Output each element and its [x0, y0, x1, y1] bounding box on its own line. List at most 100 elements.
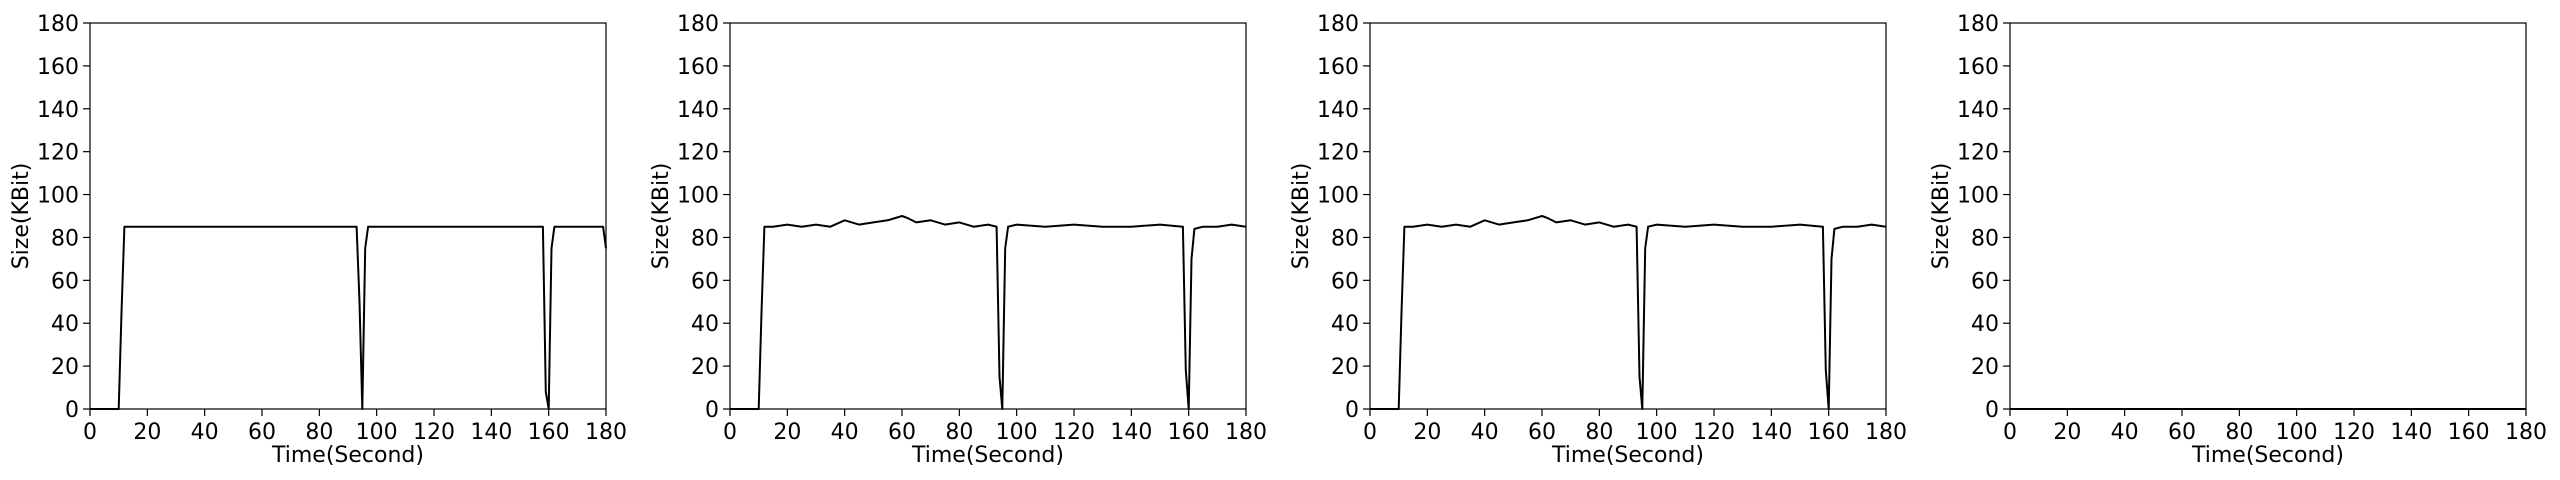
x-tick-label: 40: [2111, 420, 2139, 445]
series-line: [1370, 215, 1887, 410]
x-tick-label: 40: [831, 420, 859, 445]
x-tick-label: 0: [723, 420, 737, 445]
y-tick-label: 80: [51, 226, 79, 251]
x-tick-label: 80: [945, 420, 973, 445]
x-tick-label: 100: [1636, 420, 1678, 445]
x-tick-label: 120: [413, 420, 455, 445]
y-tick-label: 20: [691, 355, 719, 380]
y-tick-label: 0: [1345, 398, 1359, 423]
x-tick-label: 100: [2276, 420, 2318, 445]
y-tick-label: 100: [1957, 184, 1999, 209]
x-axis-label: Time(Second): [2191, 443, 2344, 468]
y-tick-label: 160: [1317, 55, 1359, 80]
y-tick-label: 40: [1971, 312, 1999, 337]
y-tick-label: 180: [1957, 12, 1999, 37]
x-tick-label: 120: [1693, 420, 1735, 445]
y-tick-label: 80: [1331, 226, 1359, 251]
plot-frame: [89, 22, 607, 410]
x-tick-label: 0: [2003, 420, 2017, 445]
x-tick-label: 0: [1363, 420, 1377, 445]
x-tick-label: 160: [1808, 420, 1850, 445]
x-tick-label: 180: [1225, 420, 1267, 445]
y-tick-label: 100: [37, 184, 79, 209]
series-line: [90, 225, 607, 410]
y-tick-label: 80: [1971, 226, 1999, 251]
x-axis-label: Time(Second): [271, 443, 424, 468]
y-tick-label: 140: [37, 98, 79, 123]
x-tick-label: 180: [585, 420, 627, 445]
y-tick-label: 180: [37, 12, 79, 37]
y-tick-label: 40: [1331, 312, 1359, 337]
series-line: [730, 215, 1247, 410]
y-tick-label: 140: [677, 98, 719, 123]
x-tick-label: 120: [2333, 420, 2375, 445]
x-tick-label: 20: [1413, 420, 1441, 445]
y-tick-label: 60: [1971, 269, 1999, 294]
x-tick-label: 40: [1471, 420, 1499, 445]
x-tick-label: 60: [888, 420, 916, 445]
y-tick-label: 60: [691, 269, 719, 294]
x-tick-label: 180: [2505, 420, 2547, 445]
y-tick-label: 140: [1957, 98, 1999, 123]
y-axis-label: Size(KBit): [1929, 163, 1954, 270]
x-axis-label: Time(Second): [911, 443, 1064, 468]
y-axis-label: Size(KBit): [9, 163, 34, 270]
x-tick-label: 140: [470, 420, 512, 445]
plot-frame: [1369, 22, 1887, 410]
y-tick-label: 100: [1317, 184, 1359, 209]
y-tick-label: 0: [65, 398, 79, 423]
x-tick-label: 140: [2390, 420, 2432, 445]
x-tick-label: 180: [1865, 420, 1907, 445]
x-tick-label: 160: [1168, 420, 1210, 445]
y-tick-label: 0: [705, 398, 719, 423]
x-tick-label: 20: [2053, 420, 2081, 445]
x-tick-label: 160: [528, 420, 570, 445]
x-tick-label: 0: [83, 420, 97, 445]
y-tick-label: 0: [1985, 398, 1999, 423]
x-tick-label: 120: [1053, 420, 1095, 445]
y-tick-label: 80: [691, 226, 719, 251]
y-tick-label: 20: [1331, 355, 1359, 380]
plot-frame: [729, 22, 1247, 410]
y-tick-label: 60: [1331, 269, 1359, 294]
y-tick-label: 120: [1957, 141, 1999, 166]
y-axis-label: Size(KBit): [1289, 163, 1314, 270]
y-tick-label: 160: [1957, 55, 1999, 80]
x-tick-label: 100: [996, 420, 1038, 445]
x-tick-label: 80: [2225, 420, 2253, 445]
x-tick-label: 60: [248, 420, 276, 445]
y-tick-label: 40: [51, 312, 79, 337]
chart-panel-2: 0 20 40 60 80 100 120 140 160 180 0 20 40 60 80 100 120 1…: [649, 12, 1267, 468]
x-tick-label: 140: [1110, 420, 1152, 445]
y-tick-label: 40: [691, 312, 719, 337]
x-tick-label: 80: [305, 420, 333, 445]
x-axis-label: Time(Second): [1551, 443, 1704, 468]
plot-frame: [2009, 22, 2527, 410]
y-tick-label: 120: [677, 141, 719, 166]
y-axis-label: Size(KBit): [649, 163, 674, 270]
chart-panel-1: 0 20 40 60 80 100 120 140 160 180 0 20 40 60 80 100 120 1…: [9, 12, 627, 468]
y-tick-label: 20: [51, 355, 79, 380]
x-tick-label: 160: [2448, 420, 2490, 445]
x-tick-label: 140: [1750, 420, 1792, 445]
y-tick-label: 120: [1317, 141, 1359, 166]
y-tick-label: 160: [677, 55, 719, 80]
y-tick-label: 100: [677, 184, 719, 209]
y-tick-label: 160: [37, 55, 79, 80]
y-tick-label: 60: [51, 269, 79, 294]
x-tick-label: 20: [133, 420, 161, 445]
y-tick-label: 20: [1971, 355, 1999, 380]
x-tick-label: 60: [2168, 420, 2196, 445]
y-tick-label: 180: [1317, 12, 1359, 37]
x-tick-label: 80: [1585, 420, 1613, 445]
y-tick-label: 140: [1317, 98, 1359, 123]
x-tick-label: 100: [356, 420, 398, 445]
x-tick-label: 20: [773, 420, 801, 445]
y-tick-label: 180: [677, 12, 719, 37]
chart-panel-3: 0 20 40 60 80 100 120 140 160 180 0 20 40 60 80 100 120 1…: [1289, 12, 1907, 468]
x-tick-label: 60: [1528, 420, 1556, 445]
x-tick-label: 40: [191, 420, 219, 445]
y-tick-label: 120: [37, 141, 79, 166]
chart-panel-4: 0 20 40 60 80 100 120 140 160 180 0 20 40 60 80 100 120 1…: [1929, 12, 2547, 468]
